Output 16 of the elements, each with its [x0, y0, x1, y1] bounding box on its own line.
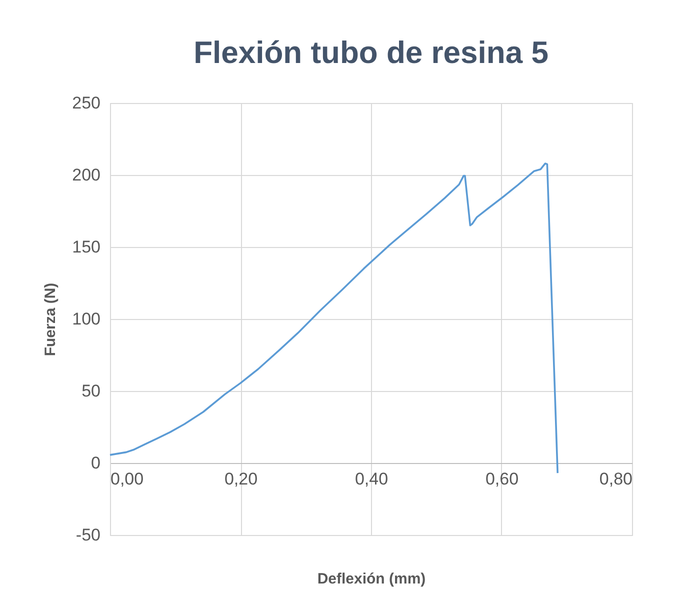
y-tick-label: 150	[72, 238, 100, 256]
chart-title: Flexión tubo de resina 5	[194, 35, 548, 70]
x-tick-label: 0,00	[110, 470, 144, 488]
y-axis-title: Fuerza (N)	[42, 282, 60, 356]
x-tick-label: 0,80	[599, 470, 632, 488]
x-tick-label: 0,40	[354, 470, 388, 488]
y-tick-label: 50	[82, 382, 100, 400]
x-tick-label: 0,60	[485, 470, 519, 488]
y-tick-label: 250	[72, 94, 100, 112]
y-tick-label: 0	[91, 454, 100, 472]
x-tick-label: 0,20	[224, 470, 258, 488]
y-tick-label: -50	[76, 526, 100, 544]
x-axis-title: Deflexión (mm)	[317, 570, 426, 588]
y-tick-label: 100	[72, 310, 100, 328]
y-tick-label: 200	[72, 166, 100, 184]
line-series	[109, 162, 559, 474]
